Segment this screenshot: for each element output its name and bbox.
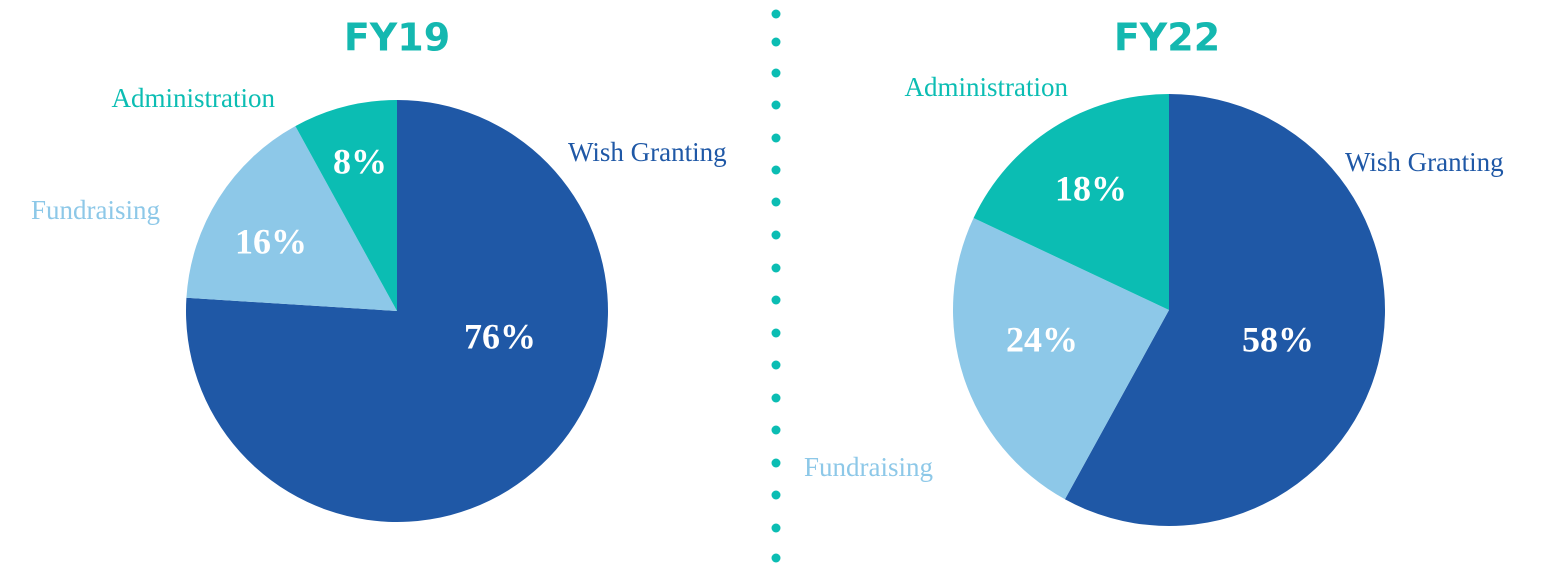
pie-slice xyxy=(1064,94,1385,526)
category-label: Administration xyxy=(112,83,276,113)
pie-slice xyxy=(953,218,1169,500)
data-label: 58% xyxy=(1242,319,1314,359)
pie-slice xyxy=(295,100,397,311)
data-label: 76% xyxy=(464,316,536,356)
data-label: 24% xyxy=(1006,319,1078,359)
pie-slice xyxy=(186,126,397,311)
data-label: 16% xyxy=(235,221,307,261)
pie-slice xyxy=(186,100,608,523)
pie-slice xyxy=(973,94,1169,310)
category-label: Fundraising xyxy=(804,452,933,482)
category-label: Wish Granting xyxy=(1345,147,1504,177)
data-label: 18% xyxy=(1055,168,1127,208)
category-label: Wish Granting xyxy=(568,137,727,167)
chart-title: FY19 xyxy=(344,16,450,60)
category-label: Fundraising xyxy=(31,195,160,225)
divider xyxy=(771,9,781,563)
chart-title: FY22 xyxy=(1114,16,1220,60)
category-label: Administration xyxy=(905,72,1069,102)
data-label: 8% xyxy=(333,141,387,181)
